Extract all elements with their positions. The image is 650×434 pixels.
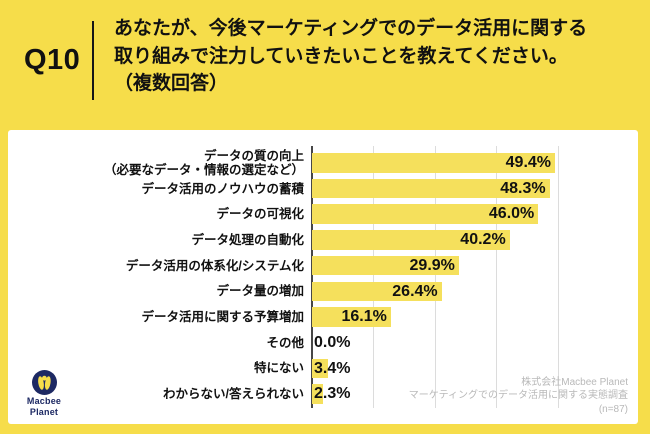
value-label: 49.4% [505,154,552,171]
gridline [496,146,498,408]
question-line-1: あなたが、今後マーケティングでのデータ活用に関する [114,18,588,39]
category-label: データ量の増加 [8,279,304,305]
attribution-line-1: 株式会社Macbee Planet [521,376,628,388]
bar-chart: データの質の向上 （必要なデータ・情報の選定など） 49.4% データ活用のノウハウの… [8,148,638,408]
category-label-line: 特にない [253,361,304,376]
logo-text-line-1: Macbee [26,396,62,406]
category-label-line: （必要なデータ・情報の選定など） [103,162,304,177]
value-label: 3.4% [314,359,351,377]
category-label: わからない/答えられない [8,381,304,407]
category-label-line: データ活用に関する予算増加 [141,310,304,325]
chart-row: データの可視化 46.0% [8,201,638,227]
chart-row: 特にない 3.4% [8,356,638,382]
category-label: データ活用の体系化/システム化 [8,253,304,279]
chart-row: データ活用に関する予算増加 16.1% [8,304,638,330]
bar [311,255,459,276]
category-label: データ活用のノウハウの蓄積 [8,176,304,202]
attribution: 株式会社Macbee Planet マーケティングでのデータ活用に関する実態調査… [409,376,628,417]
attribution-line-3: (n=87) [598,403,628,415]
bar [311,281,442,302]
bar [311,153,556,173]
bar [311,178,550,199]
chart-row: データ活用のノウハウの蓄積 48.3% [8,176,638,202]
chart-row: データ処理の自動化 40.2% [8,227,638,253]
bar [311,358,329,379]
category-label: 特にない [8,356,304,382]
question-number: Q10 [24,44,81,76]
question-line-3: （複数回答） [114,73,229,94]
question-line-2: 取り組みで注力していきたいことを教えてください。 [114,45,568,67]
category-label-line: データの可視化 [216,207,304,222]
chart-row: データ量の増加 26.4% [8,279,638,305]
value-label: 48.3% [500,179,546,197]
category-label: データ処理の自動化 [8,227,304,253]
category-label-line: データの質の向上 [203,148,304,163]
chart-row: その他 0.0% [8,330,638,356]
category-label-line: その他 [266,335,304,350]
value-label: 46.0% [488,205,535,223]
attribution-line-2: マーケティングでのデータ活用に関する実態調査 [408,390,628,401]
bar [311,230,510,250]
category-label-line: データ処理の自動化 [191,232,304,247]
chart-card: データの質の向上 （必要なデータ・情報の選定など） 49.4% データ活用のノウハウの… [8,130,638,424]
category-label: データの質の向上 （必要なデータ・情報の選定など） [8,148,304,177]
axis-line [311,146,313,408]
gridline [558,146,559,408]
category-label-line: わからない/答えられない [163,387,304,402]
value-label: 40.2% [460,231,506,249]
category-label-line: データ量の増加 [216,284,304,299]
category-label-line: データ活用の体系化/システム化 [125,258,304,273]
macbee-planet-logo: Macbee Planet [14,370,74,417]
value-label: 0.0% [314,333,351,351]
question-text: あなたが、今後マーケティングでのデータ活用に関する 取り組みで注力していきたいこ… [114,15,634,98]
bar [311,204,539,224]
chart-row: データの質の向上 （必要なデータ・情報の選定など） 49.4% [8,148,638,177]
bar [311,384,323,404]
category-label: データ活用に関する予算増加 [8,304,304,330]
chart-row: わからない/答えられない 2.3% [8,381,638,407]
value-label: 29.9% [409,256,455,274]
header-divider [92,21,94,100]
value-label: 2.3% [314,385,351,403]
logo-text-line-2: Planet [29,407,59,417]
category-label-line: データ活用のノウハウの蓄積 [141,181,304,196]
gridline [373,146,375,408]
bar [311,307,391,327]
category-label: データの可視化 [8,201,304,227]
value-label: 26.4% [392,282,438,300]
gridline [434,146,436,408]
category-label: その他 [8,330,304,356]
macbee-planet-logo-icon [31,370,57,395]
value-label: 16.1% [341,308,387,326]
chart-row: データ活用の体系化/システム化 29.9% [8,253,638,279]
